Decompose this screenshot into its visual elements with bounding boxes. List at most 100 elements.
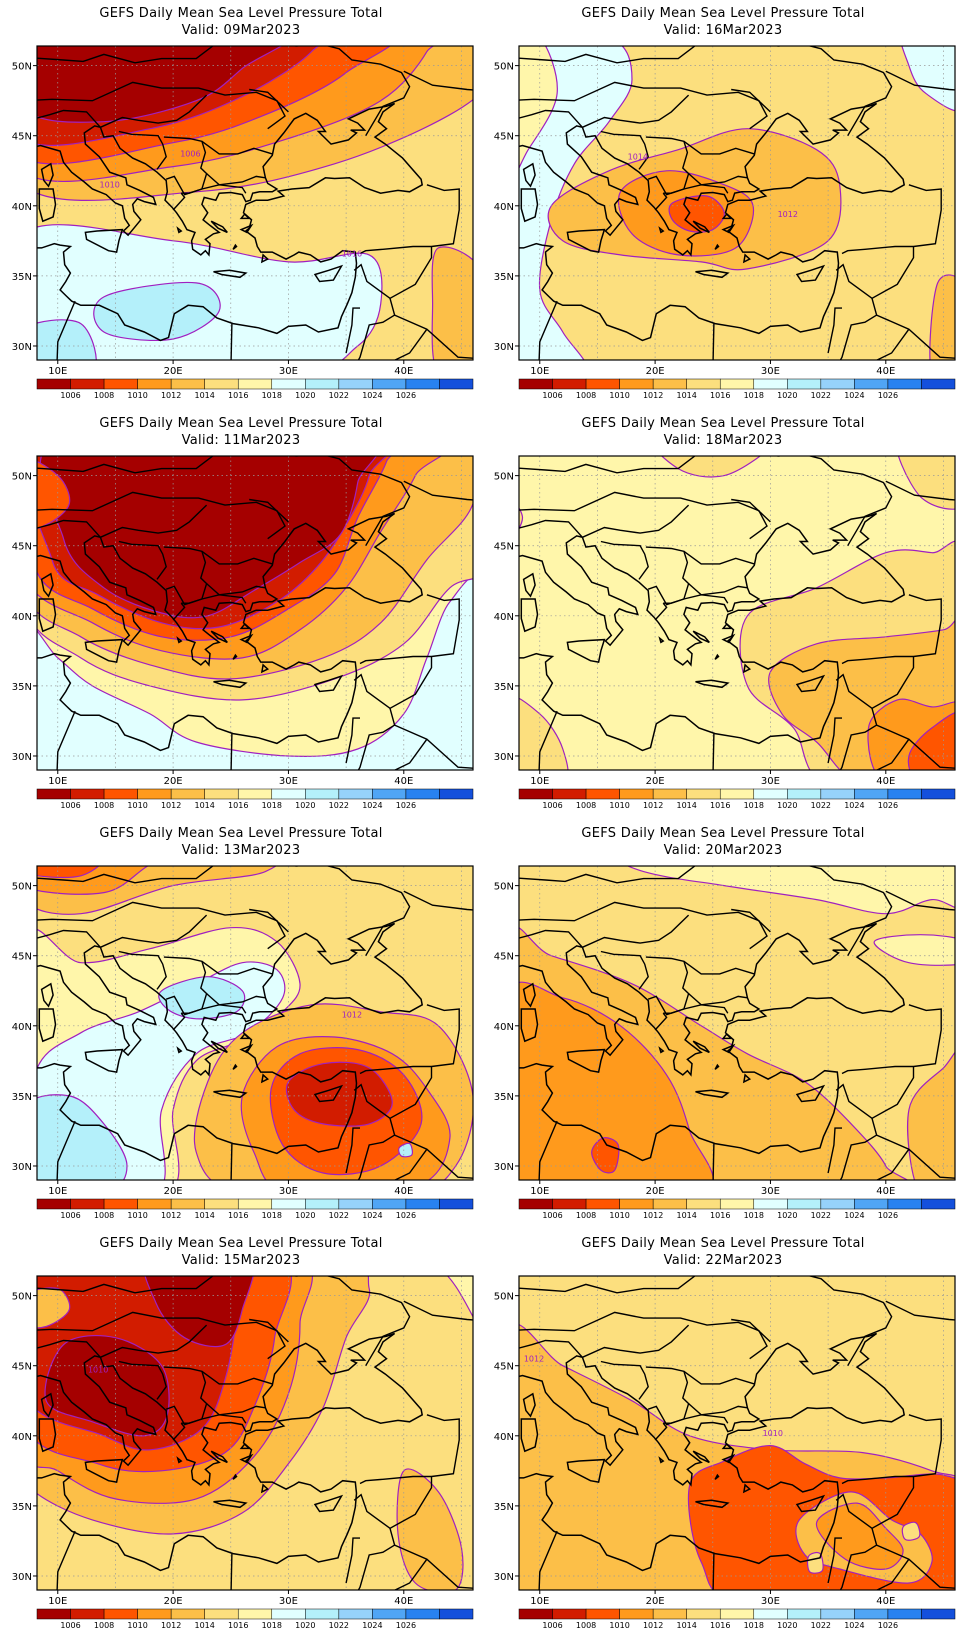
lat-label: 50N — [494, 1292, 514, 1303]
country-border — [394, 1544, 473, 1589]
country-border — [37, 929, 101, 948]
country-border — [839, 1118, 878, 1180]
colorbar-swatch — [237, 1198, 273, 1210]
country-border — [600, 540, 649, 580]
colorbar-label: 1010 — [127, 1621, 147, 1630]
colorbar-label: 1026 — [396, 391, 416, 400]
coastline — [213, 1499, 248, 1509]
colorbar-label: 1026 — [878, 391, 898, 400]
colorbar-label: 1016 — [228, 391, 248, 400]
colorbar-label: 1012 — [161, 1211, 181, 1220]
colorbar-swatch — [70, 378, 105, 390]
country-border — [37, 1276, 297, 1294]
coastline — [721, 1033, 734, 1040]
country-border — [206, 583, 266, 596]
lon-label: 30E — [279, 776, 298, 787]
lon-label: 40E — [876, 776, 895, 787]
panel-valid-date: Valid: 15Mar2023 — [181, 1253, 301, 1268]
lat-label: 30N — [494, 752, 514, 763]
colorbar-swatch — [305, 788, 340, 800]
country-border — [645, 956, 690, 1016]
lon-label: 20E — [646, 776, 665, 787]
country-border — [778, 866, 893, 957]
country-border — [37, 81, 286, 130]
colorbar-label: 1024 — [362, 1621, 382, 1630]
colorbar-swatch — [372, 1608, 407, 1620]
colorbar-label: 1006 — [60, 801, 80, 810]
colorbar-swatch — [753, 1608, 788, 1620]
pressure-contour-region — [901, 1521, 921, 1541]
pressure-contour-region — [929, 274, 955, 360]
colorbar-swatch — [204, 378, 239, 390]
lon-label: 20E — [646, 366, 665, 377]
colorbar-label: 1014 — [195, 391, 215, 400]
pressure-contour-region — [37, 460, 71, 530]
lat-label: 50N — [494, 62, 514, 73]
coastline — [213, 679, 248, 689]
colorbar-label: 1012 — [161, 391, 181, 400]
country-border — [37, 901, 286, 950]
colorbar-label: 1016 — [710, 1211, 730, 1220]
country-border — [37, 491, 286, 540]
coastline — [519, 1332, 906, 1572]
panel-valid-date: Valid: 22Mar2023 — [663, 1253, 783, 1268]
country-border — [393, 738, 428, 770]
colorbar-swatch — [271, 788, 306, 800]
coastline — [84, 228, 124, 253]
country-border — [163, 136, 208, 196]
coastline — [213, 269, 248, 279]
country-border — [181, 184, 247, 194]
pressure-contour-region — [37, 1287, 71, 1329]
coastline — [714, 1063, 720, 1070]
country-border — [600, 1360, 649, 1400]
colorbar: 1006 1008 1010 1012 1014 1016 1018 1020 1022 1024… — [36, 1608, 474, 1630]
lat-label: 40N — [12, 202, 32, 213]
panel-valid-date: Valid: 11Mar2023 — [181, 433, 301, 448]
coastline — [260, 253, 270, 264]
colorbar-swatch — [719, 788, 755, 800]
colorbar-swatch — [820, 1608, 855, 1620]
coastline — [520, 598, 539, 633]
country-border — [683, 960, 755, 975]
country-border — [519, 491, 768, 540]
colorbar-swatch — [887, 1608, 922, 1620]
colorbar-label: 1022 — [329, 391, 349, 400]
colorbar-swatch — [887, 1198, 922, 1210]
coastline — [84, 1458, 124, 1483]
colorbar-label: 1020 — [777, 1211, 797, 1220]
country-border — [712, 1553, 715, 1590]
pressure-contour-region — [144, 1276, 254, 1348]
colorbar-swatch — [137, 788, 172, 800]
pressure-contour-region — [396, 1468, 464, 1590]
colorbar: 1006 1008 1010 1012 1014 1016 1018 1020 1022 1024… — [36, 378, 474, 400]
country-border — [359, 594, 460, 665]
country-border — [875, 1558, 910, 1590]
country-border — [712, 733, 715, 770]
lat-label: 45N — [12, 1362, 32, 1373]
colorbar-label: 1012 — [643, 391, 663, 400]
coastline — [213, 1089, 248, 1099]
colorbar-swatch — [719, 378, 755, 390]
lat-label: 30N — [494, 1572, 514, 1583]
colorbar-swatch — [405, 1198, 440, 1210]
lat-label: 30N — [494, 1162, 514, 1173]
country-border — [345, 717, 360, 764]
country-border — [519, 901, 768, 950]
country-border — [582, 94, 690, 128]
lon-label: 10E — [48, 1596, 67, 1607]
pressure-contour-region — [626, 866, 955, 915]
coastline — [522, 1392, 536, 1418]
colorbar-label: 1024 — [362, 1211, 382, 1220]
lat-label: 35N — [12, 272, 32, 283]
lat-label: 45N — [12, 542, 32, 553]
colorbar-swatch — [753, 1198, 788, 1210]
colorbar-swatch — [652, 1608, 687, 1620]
country-border — [519, 929, 583, 948]
lon-label: 20E — [164, 1596, 183, 1607]
pressure-contour-region — [285, 1061, 393, 1127]
colorbar-swatch — [686, 1608, 721, 1620]
lon-label: 30E — [761, 366, 780, 377]
lon-label: 10E — [48, 1186, 67, 1197]
colorbar-swatch — [820, 1198, 855, 1210]
